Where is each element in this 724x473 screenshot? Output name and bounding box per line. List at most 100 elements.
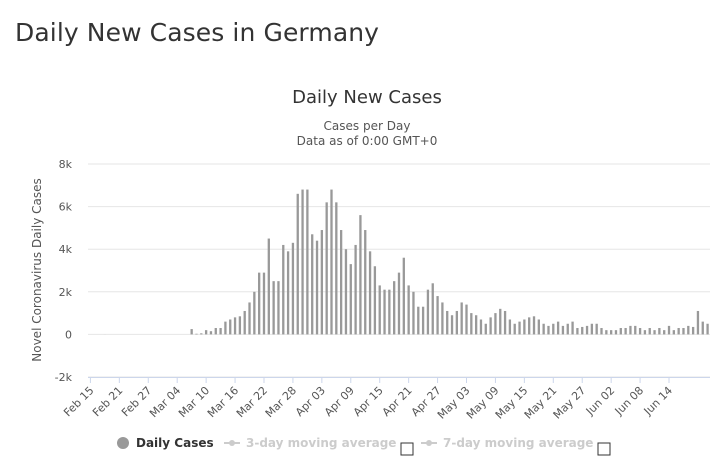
daily-cases-bar: [648, 328, 651, 335]
chart-bars: [103, 189, 709, 335]
daily-cases-bar: [339, 230, 343, 335]
y-tick-label: 8k: [59, 158, 73, 171]
daily-cases-bar: [373, 266, 377, 335]
x-tick-label: Apr 15: [351, 384, 386, 419]
daily-cases-bar: [474, 315, 478, 335]
legend-marker-icon: [426, 440, 432, 446]
daily-cases-bar: [610, 330, 613, 335]
legend-checkbox[interactable]: [400, 442, 414, 456]
daily-cases-bar: [634, 325, 637, 335]
x-tick-label: Mar 22: [234, 384, 270, 420]
y-axis-tick-labels: -2k 0 2k 4k 6k 8k: [55, 158, 73, 384]
daily-cases-bar: [455, 310, 459, 335]
daily-cases-bar: [460, 302, 463, 335]
legend-checkbox[interactable]: [597, 442, 611, 456]
legend-label: 3-day moving average: [246, 436, 396, 450]
daily-cases-bar: [629, 325, 632, 335]
legend-item-3-day-moving-average[interactable]: 3-day moving average: [224, 436, 396, 450]
x-tick-label: Apr 21: [380, 384, 415, 419]
daily-cases-bar: [229, 319, 232, 335]
daily-cases-bar: [262, 272, 266, 335]
daily-cases-bar: [402, 257, 405, 335]
daily-cases-bar: [204, 330, 208, 335]
daily-cases-bar: [378, 285, 381, 335]
daily-cases-bar: [532, 316, 536, 335]
daily-cases-bar: [638, 328, 642, 335]
daily-cases-bar: [653, 330, 656, 335]
daily-cases-bar: [619, 328, 622, 335]
daily-cases-bar: [537, 319, 540, 335]
daily-cases-bar: [431, 283, 434, 335]
daily-cases-bar: [325, 202, 328, 335]
x-tick-label: Mar 28: [263, 384, 299, 420]
daily-cases-bar: [489, 317, 492, 335]
daily-cases-bar: [315, 240, 319, 335]
daily-cases-bar: [528, 317, 531, 335]
daily-cases-bar: [421, 306, 425, 335]
daily-cases-bar: [258, 272, 261, 335]
x-tick-label: Feb 15: [61, 384, 96, 419]
daily-cases-bar: [576, 328, 579, 335]
daily-cases-bar: [330, 189, 333, 335]
x-tick-label: Mar 10: [176, 384, 212, 420]
daily-cases-bar: [446, 310, 449, 335]
x-tick-label: Mar 04: [147, 384, 183, 420]
daily-cases-bar: [556, 321, 560, 335]
daily-cases-bar: [470, 313, 473, 335]
x-tick-label: Jun 08: [612, 384, 646, 418]
y-tick-label: 0: [65, 328, 72, 341]
daily-cases-bar: [566, 323, 569, 335]
daily-cases-bar: [605, 330, 608, 335]
x-tick-label: Apr 03: [293, 384, 328, 419]
legend-label: 7-day moving average: [443, 436, 593, 450]
page-title: Daily New Cases in Germany: [15, 18, 380, 47]
daily-cases-bar: [393, 281, 396, 335]
daily-cases-bar: [465, 304, 468, 335]
daily-cases-bar: [238, 316, 242, 335]
daily-cases-bar: [190, 329, 193, 335]
daily-cases-bar: [590, 323, 594, 335]
daily-cases-bar: [426, 289, 430, 335]
daily-cases-bar: [368, 251, 372, 335]
daily-cases-bar: [412, 291, 415, 335]
x-tick-label: Jun 02: [583, 384, 617, 418]
daily-cases-bar: [643, 330, 647, 335]
daily-cases-bar: [508, 319, 512, 335]
daily-cases-bar: [195, 333, 198, 335]
daily-cases-bar: [585, 325, 589, 335]
daily-cases-bar: [397, 272, 401, 335]
daily-cases-bar: [224, 321, 227, 335]
daily-cases-bar: [301, 189, 304, 335]
daily-cases-bar: [658, 328, 661, 335]
daily-cases-bar: [200, 333, 203, 335]
daily-cases-bar: [701, 321, 704, 335]
chart-gridlines: [88, 163, 710, 378]
legend-item-daily-cases[interactable]: Daily Cases: [117, 436, 214, 450]
daily-cases-bar: [248, 302, 251, 335]
daily-cases-bar: [479, 319, 483, 335]
daily-cases-bar: [663, 330, 666, 335]
daily-cases-bar: [306, 189, 309, 335]
daily-cases-bar: [687, 325, 690, 335]
daily-cases-bar: [286, 251, 290, 335]
daily-cases-bar: [436, 296, 439, 335]
daily-cases-bar: [667, 325, 671, 335]
daily-cases-bar: [267, 238, 270, 335]
daily-cases-bar: [233, 317, 237, 335]
daily-cases-bar: [523, 319, 526, 335]
daily-cases-bar: [320, 230, 324, 335]
daily-cases-bar: [296, 193, 299, 335]
x-tick-label: Feb 21: [90, 384, 125, 419]
daily-cases-bar: [354, 244, 357, 335]
daily-cases-bar: [417, 306, 420, 335]
legend-marker-icon: [229, 440, 235, 446]
y-tick-label: -2k: [55, 371, 73, 384]
daily-cases-bar: [581, 326, 584, 335]
legend-item-7-day-moving-average[interactable]: 7-day moving average: [421, 436, 593, 450]
daily-cases-bar: [407, 285, 410, 335]
chart-legend: Daily Cases 3-day moving average 7-day mov…: [117, 436, 611, 456]
x-tick-label: Apr 09: [322, 384, 357, 419]
daily-cases-bar: [349, 264, 352, 335]
